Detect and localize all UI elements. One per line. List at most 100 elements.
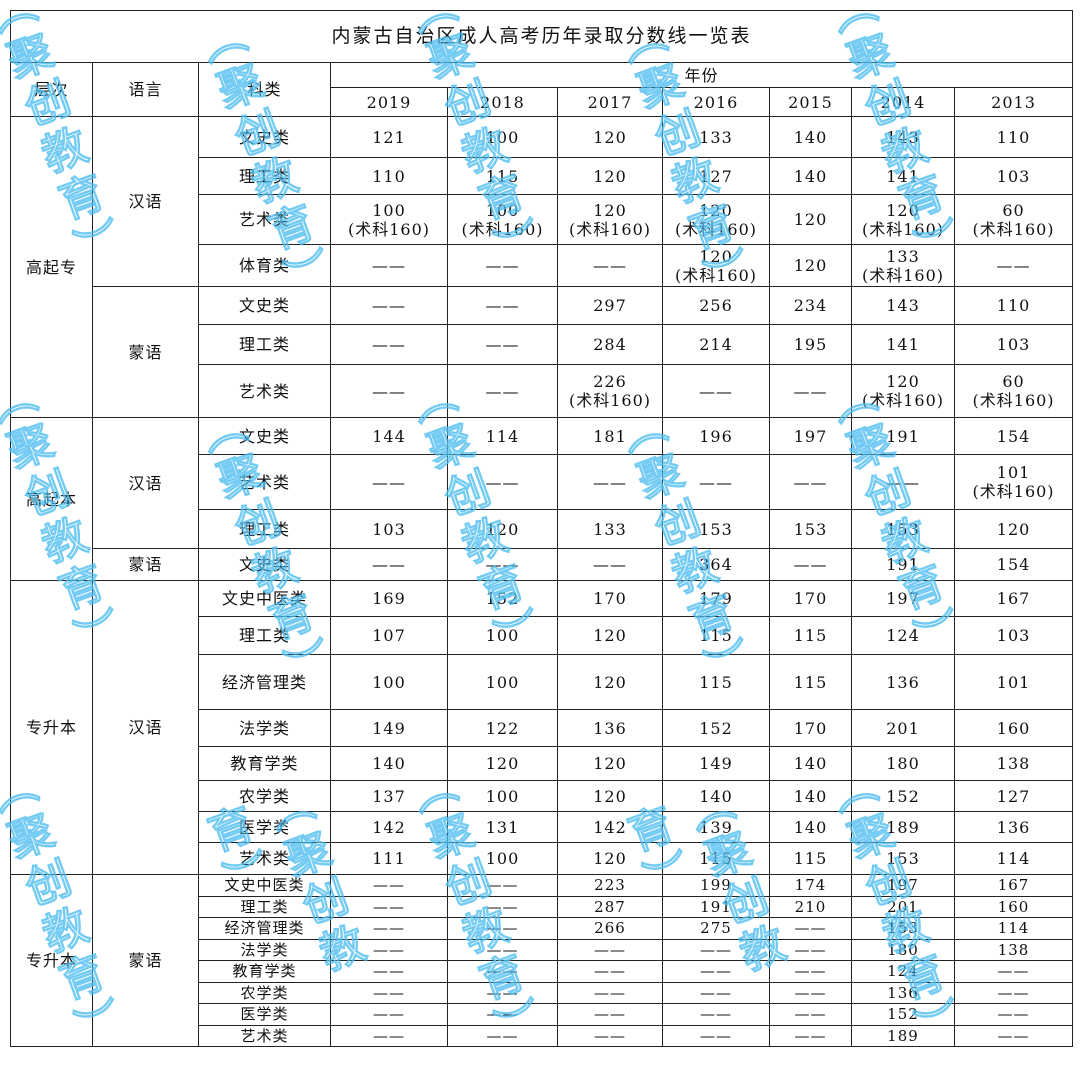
header-year-2013: 2013 [953, 87, 1074, 117]
score-cell: 120 [447, 746, 558, 781]
score-cell: 214 [662, 324, 770, 365]
score-cell: —— [557, 1003, 663, 1026]
score-cell: —— [447, 1025, 558, 1047]
score-cell: 167 [953, 874, 1074, 897]
subject-cell: 文史类 [198, 286, 331, 325]
header-lang: 语言 [92, 62, 199, 117]
score-cell: —— [769, 939, 852, 961]
score-cell: —— [330, 244, 448, 287]
score-cell: 152 [662, 709, 770, 747]
score-cell: 167 [953, 580, 1074, 617]
score-cell: —— [447, 324, 558, 365]
header-year-2016: 2016 [662, 87, 770, 117]
score-cell: 110 [953, 286, 1074, 325]
score-cell: 197 [769, 417, 852, 455]
score-cell: 120 (术科160) [662, 244, 770, 287]
score-cell: 115 [447, 157, 558, 195]
subject-cell: 理工类 [198, 157, 331, 195]
score-cell: —— [447, 939, 558, 961]
subject-cell: 艺术类 [198, 454, 331, 510]
score-cell: 144 [330, 417, 448, 455]
score-cell: 136 [953, 811, 1074, 843]
score-cell: 201 [851, 896, 955, 918]
subject-cell: 文史类 [198, 116, 331, 158]
score-cell: 142 [330, 811, 448, 843]
score-cell: —— [769, 454, 852, 510]
score-cell: —— [330, 896, 448, 918]
score-cell: 137 [330, 780, 448, 812]
score-cell: —— [330, 939, 448, 961]
score-cell: —— [330, 874, 448, 897]
score-cell: 140 [769, 746, 852, 781]
score-cell: 127 [662, 157, 770, 195]
score-cell: 122 [447, 709, 558, 747]
level-cell: 高起本 [10, 417, 93, 581]
score-cell: —— [662, 939, 770, 961]
lang-cell: 汉语 [92, 116, 199, 287]
table-row: 医学类 —— —— —— —— —— 152 —— [11, 1003, 1074, 1026]
score-table: 内蒙古自治区成人高考历年录取分数线一览表 层次 语言 科类 年份 2019 201… [9, 10, 1074, 1047]
score-cell: 201 [851, 709, 955, 747]
header-year-2015: 2015 [769, 87, 852, 117]
score-cell: 142 [557, 811, 663, 843]
score-cell: —— [330, 960, 448, 983]
score-cell: 140 [769, 780, 852, 812]
score-cell: 191 [851, 548, 955, 581]
header-year: 年份 [329, 62, 1074, 88]
score-cell: —— [662, 1025, 770, 1047]
score-cell: 103 [330, 509, 448, 549]
header-year-2014: 2014 [851, 87, 955, 117]
score-cell: 114 [953, 842, 1074, 875]
subject-cell: 理工类 [198, 509, 331, 549]
score-cell: 226 (术科160) [557, 364, 663, 418]
table-row: 经济管理类 —— —— 266 275 —— 153 114 [11, 917, 1074, 940]
subject-cell: 文史中医类 [198, 874, 331, 897]
score-cell: 120 (术科160) [557, 194, 663, 245]
score-cell: 152 [851, 780, 955, 812]
score-cell: 195 [769, 324, 852, 365]
subject-cell: 体育类 [198, 244, 331, 287]
score-cell: 60 (术科160) [953, 194, 1074, 245]
subject-cell: 经济管理类 [198, 654, 331, 710]
score-cell: —— [769, 1025, 852, 1047]
score-cell: 114 [953, 917, 1074, 940]
table-row: 医学类 142 131 142 139 140 189 136 [11, 811, 1074, 843]
score-cell: —— [330, 454, 448, 510]
score-cell: 100 [330, 654, 448, 710]
level-cell: 专升本 [10, 874, 93, 1047]
score-cell: —— [557, 960, 663, 983]
score-cell: 103 [953, 157, 1074, 195]
score-cell: —— [447, 454, 558, 510]
score-cell: 160 [953, 709, 1074, 747]
score-cell: 115 [769, 654, 852, 710]
score-cell: 210 [769, 896, 852, 918]
score-cell: —— [447, 982, 558, 1004]
table-row: 艺术类 —— —— —— —— —— 189 —— [11, 1025, 1074, 1047]
score-cell: —— [769, 364, 852, 418]
score-cell: —— [557, 982, 663, 1004]
subject-cell: 文史中医类 [198, 580, 331, 617]
score-cell: 120 [769, 244, 852, 287]
score-cell: 136 [851, 654, 955, 710]
score-cell: 170 [557, 580, 663, 617]
table-row: 高起本 汉语 文史类 144 114 181 196 197 191 154 [10, 417, 1074, 581]
score-cell: 107 [330, 616, 448, 655]
score-cell: 120 [557, 780, 663, 812]
table-row: 农学类 —— —— —— —— —— 136 —— [11, 982, 1074, 1004]
score-cell: —— [953, 1025, 1074, 1047]
subject-cell: 艺术类 [198, 194, 331, 245]
score-cell: 124 [851, 616, 955, 655]
score-cell: 275 [662, 917, 770, 940]
table-row: 理工类 110 115 120 127 140 141 103 [11, 157, 1074, 195]
score-cell: 196 [662, 417, 770, 455]
score-cell: 297 [557, 286, 663, 325]
score-cell: 138 [953, 939, 1074, 961]
score-cell: 153 [851, 842, 955, 875]
score-cell: 364 [662, 548, 770, 581]
score-cell: —— [330, 548, 448, 581]
score-cell: 170 [769, 580, 852, 617]
score-cell: 152 [851, 1003, 955, 1026]
score-cell: 124 [851, 960, 955, 983]
table-row: 法学类 —— —— —— —— —— 180 138 [11, 939, 1074, 961]
table-row: 高起专 汉语 文史类 121 100 120 133 140 143 110 [10, 116, 1074, 418]
